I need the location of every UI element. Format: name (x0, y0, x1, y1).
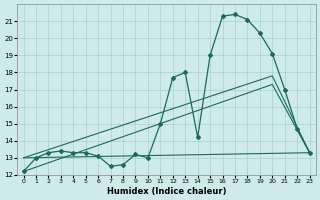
X-axis label: Humidex (Indice chaleur): Humidex (Indice chaleur) (107, 187, 226, 196)
